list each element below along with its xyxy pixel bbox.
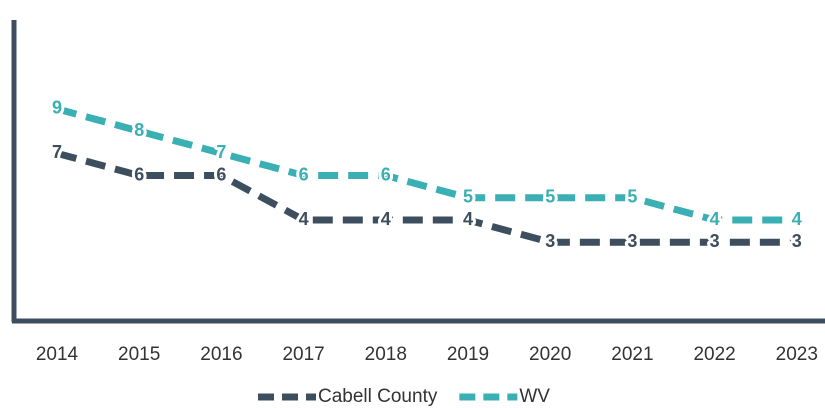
legend-label: WV [519,386,550,407]
data-label: 3 [792,231,802,251]
data-label: 3 [545,231,555,251]
x-tick-label: 2020 [529,344,571,365]
x-tick-label: 2019 [447,344,489,365]
data-label: 5 [463,187,473,207]
x-tick-label: 2018 [365,344,407,365]
data-label: 4 [710,209,720,229]
data-label: 6 [216,164,226,184]
data-label: 8 [134,120,144,140]
data-label: 4 [792,209,802,229]
data-label: 7 [216,142,226,162]
x-tick-label: 2017 [282,344,324,365]
x-tick-label: 2016 [200,344,242,365]
data-label: 7 [52,142,62,162]
data-label: 4 [381,209,391,229]
data-label: 9 [52,98,62,118]
data-label: 3 [627,231,637,251]
line-series [56,105,797,224]
x-tick-label: 2021 [611,344,653,365]
data-label: 5 [545,187,555,207]
x-tick-label: 2023 [776,344,818,365]
data-label: 6 [299,164,309,184]
x-tick-label: 2022 [693,344,735,365]
legend-label: Cabell County [318,386,438,407]
data-label: 3 [710,231,720,251]
data-label: 5 [627,187,637,207]
x-tick-label: 2014 [36,344,79,365]
data-label: 4 [299,209,309,229]
line-series [56,149,797,246]
data-label: 6 [134,164,144,184]
x-tick-label: 2015 [118,344,160,365]
data-label: 4 [463,209,473,229]
data-label: 6 [381,164,391,184]
